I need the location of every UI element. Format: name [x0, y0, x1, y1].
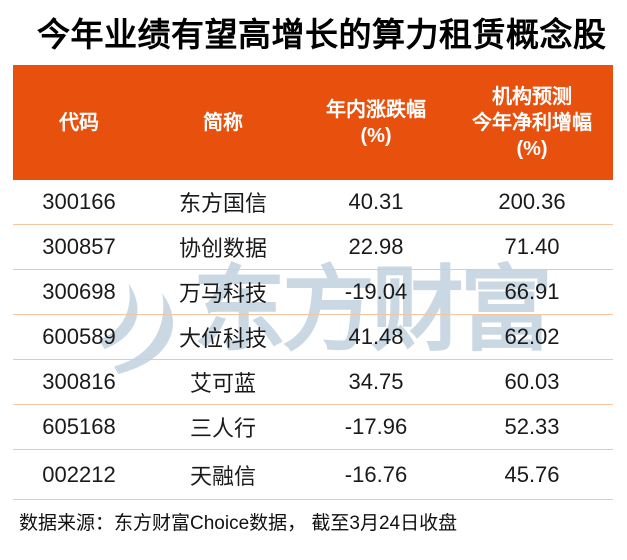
cell-name: 万马科技: [178, 281, 267, 306]
cell-name: 三人行: [189, 416, 256, 441]
stock-table: 代码 简称 年内涨跌幅 (%) 机构预测 今年净利增幅 (%) 东方财富 300166 东方国…: [13, 65, 613, 500]
cell-ytd_change_pct: 40.31: [348, 189, 404, 214]
cell-ytd_change_pct: 41.48: [348, 324, 404, 349]
source-note: 数据来源：东方财富Choice数据， 截至3月24日收盘: [19, 513, 458, 534]
column-header-line: (%): [516, 137, 548, 160]
cell-code: 300816: [42, 369, 116, 394]
column-header-line: 年内涨跌幅: [326, 98, 426, 121]
cell-name: 协创数据: [178, 236, 267, 261]
cell-forecast_net_profit_growth_pct: 66.91: [504, 279, 560, 304]
table-row: 300166 东方国信 40.31 200.36: [13, 180, 613, 225]
cell-forecast_net_profit_growth_pct: 45.76: [504, 461, 560, 487]
column-header-code: 代码: [13, 110, 145, 136]
column-header-name: 简称: [145, 110, 301, 136]
table-row: 300816 艾可蓝 34.75 60.03: [13, 360, 613, 405]
column-header-forecast_net_profit_growth_pct: 机构预测今年净利增幅 (%): [451, 84, 613, 162]
cell-code: 300857: [42, 234, 116, 259]
cell-forecast_net_profit_growth_pct: 200.36: [498, 189, 566, 214]
cell-forecast_net_profit_growth_pct: 62.02: [504, 324, 560, 349]
table-row: 002212 天融信 -16.76 45.76: [13, 450, 613, 500]
cell-code: 605168: [42, 414, 116, 439]
column-header-line: 今年净利增幅: [472, 111, 592, 134]
cell-code: 002212: [42, 461, 116, 487]
cell-code: 300698: [42, 279, 116, 304]
cell-forecast_net_profit_growth_pct: 60.03: [504, 369, 560, 394]
column-header-line: 机构预测: [492, 85, 572, 108]
table-row: 605168 三人行 -17.96 52.33: [13, 405, 613, 450]
cell-ytd_change_pct: -17.96: [344, 414, 408, 439]
cell-code: 600589: [42, 324, 116, 349]
cell-ytd_change_pct: 22.98: [348, 234, 404, 259]
cell-ytd_change_pct: -19.04: [344, 279, 408, 304]
cell-forecast_net_profit_growth_pct: 71.40: [504, 234, 560, 259]
column-header-line: 代码: [59, 111, 99, 134]
cell-name: 天融信: [189, 463, 256, 489]
page-title: 今年业绩有望高增长的算力租赁概念股: [37, 16, 607, 53]
column-header-line: 简称: [203, 111, 243, 134]
column-header-line: (%): [360, 124, 392, 147]
cell-code: 300166: [42, 189, 116, 214]
cell-name: 东方国信: [178, 191, 267, 216]
table-body: 东方财富 300166 东方国信 40.31 200.36 300857 协创数据 22.9…: [13, 180, 613, 500]
column-header-ytd_change_pct: 年内涨跌幅 (%): [301, 97, 451, 149]
cell-forecast_net_profit_growth_pct: 52.33: [504, 414, 560, 439]
cell-name: 大位科技: [178, 326, 267, 351]
cell-ytd_change_pct: -16.76: [344, 461, 408, 487]
table-row: 600589 大位科技 41.48 62.02: [13, 315, 613, 360]
table-row: 300698 万马科技 -19.04 66.91: [13, 270, 613, 315]
table-header-row: 代码 简称 年内涨跌幅 (%) 机构预测今年净利增幅 (%): [13, 65, 613, 180]
table-row: 300857 协创数据 22.98 71.40: [13, 225, 613, 270]
cell-name: 艾可蓝: [189, 371, 256, 396]
cell-ytd_change_pct: 34.75: [348, 369, 404, 394]
